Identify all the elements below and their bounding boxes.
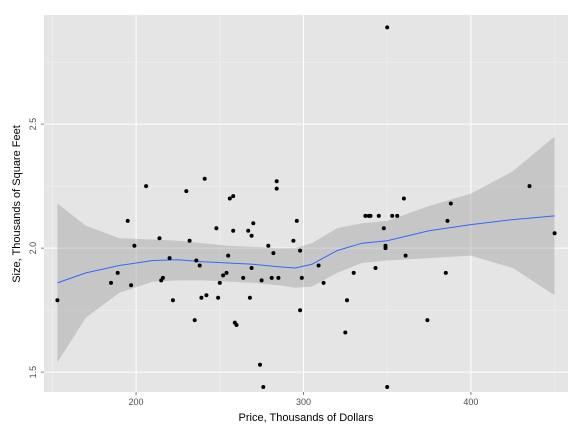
data-point	[363, 213, 368, 218]
data-point	[216, 295, 221, 300]
x-axis-ticks: 200 300 400	[129, 392, 478, 407]
data-point	[144, 184, 149, 189]
data-point	[197, 263, 202, 268]
data-point	[167, 256, 172, 261]
data-point	[204, 293, 209, 298]
plot-panel	[44, 15, 568, 392]
data-point	[448, 201, 453, 206]
data-point	[291, 238, 296, 243]
data-point	[115, 270, 120, 275]
data-point	[385, 25, 390, 30]
data-point	[321, 280, 326, 285]
data-point	[345, 298, 349, 303]
data-point	[298, 248, 303, 253]
y-tick-label: 2.0	[28, 242, 38, 255]
data-point	[259, 278, 264, 283]
data-point	[381, 226, 386, 231]
data-point	[125, 218, 130, 223]
data-point	[192, 318, 197, 323]
data-point	[443, 270, 448, 275]
data-point	[184, 189, 189, 194]
data-point	[527, 184, 532, 189]
y-axis-ticks: 1.5 2.0 2.5	[28, 118, 44, 379]
grid-major	[44, 15, 568, 392]
data-point	[157, 236, 162, 241]
data-point	[368, 213, 373, 218]
data-point	[231, 228, 236, 233]
data-point	[351, 270, 356, 275]
data-point	[226, 253, 231, 258]
data-point	[373, 266, 378, 270]
data-point	[401, 196, 406, 201]
data-point	[294, 218, 299, 223]
data-point	[170, 298, 175, 303]
data-point	[249, 266, 254, 270]
data-point	[274, 179, 279, 184]
data-point	[199, 295, 204, 300]
data-point	[251, 221, 256, 226]
data-point	[383, 246, 388, 251]
data-point	[266, 243, 271, 248]
data-point	[214, 226, 219, 231]
data-point	[217, 280, 222, 285]
data-point	[274, 186, 279, 191]
data-point	[298, 308, 303, 313]
data-point	[316, 263, 321, 268]
x-tick-label: 300	[296, 397, 311, 407]
data-point	[132, 243, 137, 248]
x-tick-label: 200	[129, 397, 144, 407]
data-point	[258, 362, 262, 367]
data-point	[129, 283, 134, 288]
data-point	[390, 213, 395, 218]
data-points	[55, 25, 557, 389]
x-axis-title: Price, Thousands of Dollars	[239, 412, 374, 424]
data-point	[202, 176, 207, 181]
data-point	[445, 218, 450, 223]
data-point	[55, 298, 60, 303]
data-point	[276, 275, 281, 280]
data-point	[261, 385, 266, 389]
data-point	[246, 228, 251, 233]
data-point	[109, 280, 113, 285]
y-axis-title: Size, Thousands of Square Feet	[11, 125, 23, 283]
data-point	[299, 275, 304, 280]
x-tick-label: 400	[463, 397, 478, 407]
data-point	[395, 213, 400, 218]
data-point	[403, 253, 408, 258]
data-point	[224, 270, 229, 275]
data-point	[160, 275, 165, 280]
data-point	[269, 275, 274, 280]
data-point	[552, 231, 557, 236]
data-point	[234, 323, 239, 327]
data-point	[231, 194, 236, 199]
data-point	[385, 385, 390, 389]
data-point	[194, 258, 199, 263]
data-point	[247, 295, 252, 300]
data-point	[187, 238, 192, 243]
data-point	[227, 196, 232, 201]
y-tick-label: 1.5	[28, 366, 38, 379]
data-point	[221, 273, 226, 278]
confidence-ribbon	[57, 136, 555, 363]
data-point	[343, 330, 348, 335]
data-point	[271, 251, 276, 256]
smooth-fit-line	[57, 215, 555, 284]
data-point	[425, 318, 430, 323]
grid-minor	[44, 15, 568, 392]
data-point	[241, 275, 246, 280]
data-point	[249, 233, 254, 238]
y-tick-label: 2.5	[28, 118, 38, 131]
data-point	[376, 213, 381, 218]
